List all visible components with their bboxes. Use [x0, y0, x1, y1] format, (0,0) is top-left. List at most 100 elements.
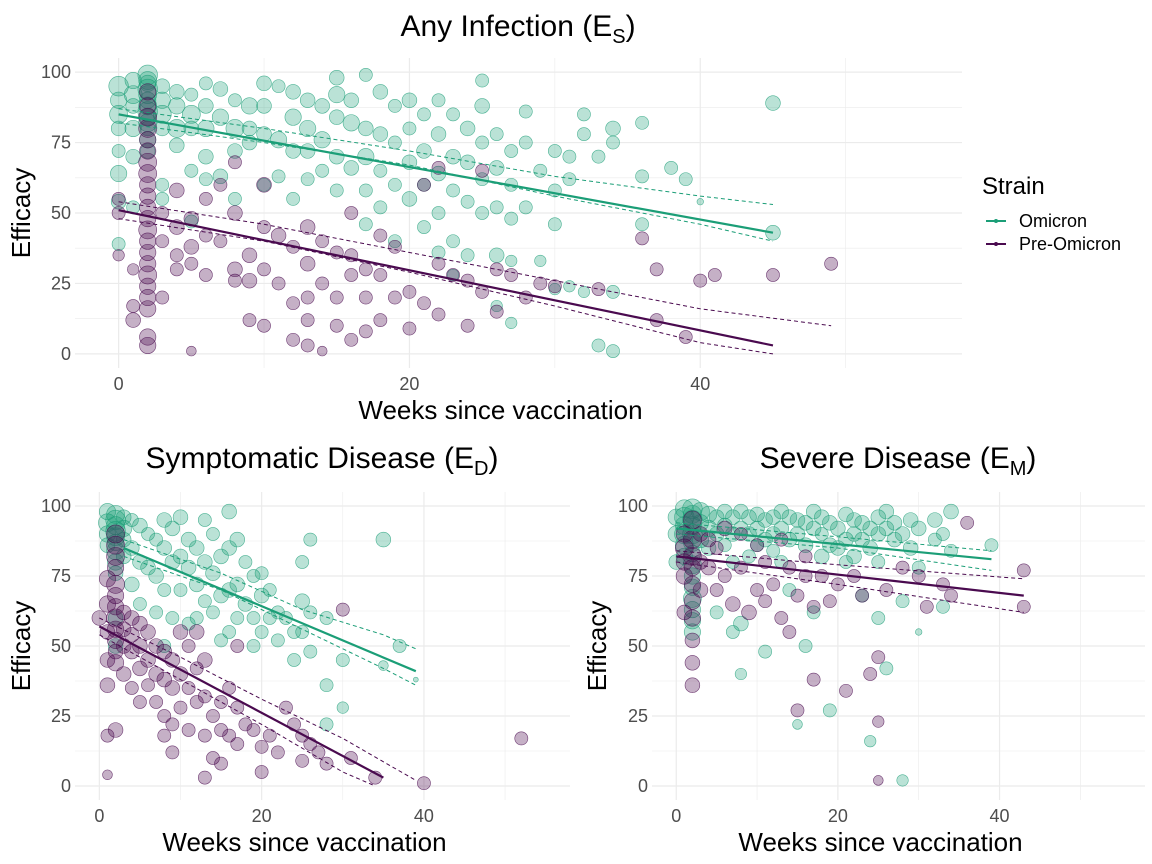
x-tick-label: 20 [399, 374, 419, 394]
point-omicron [254, 566, 269, 581]
point-pre-omicron [199, 192, 213, 206]
x-tick-label: 0 [94, 806, 104, 826]
point-omicron [300, 172, 315, 187]
point-omicron [733, 503, 749, 520]
point-pre-omicron [782, 625, 797, 639]
point-pre-omicron [417, 177, 431, 192]
point-omicron [197, 594, 212, 609]
y-tick-label: 75 [51, 566, 71, 586]
point-pre-omicron [156, 643, 172, 660]
point-omicron [402, 121, 417, 136]
point-omicron [789, 512, 806, 528]
point-omicron [372, 126, 389, 142]
panel-title-main: Severe Disease (E [760, 442, 1010, 475]
point-omicron [766, 543, 781, 558]
point-pre-omicron [124, 627, 140, 643]
point-omicron [895, 594, 910, 609]
x-tick-label: 0 [114, 374, 124, 394]
point-omicron [838, 506, 854, 523]
point-pre-omicron [102, 769, 113, 781]
panel-symptomatic-disease: 0 25 50 75 100 0 20 40 Symptomatic Disease (ED) W… [6, 442, 570, 857]
fit-line-omicron [676, 527, 992, 561]
point-omicron [416, 143, 432, 159]
point-pre-omicron [206, 751, 220, 765]
point-pre-omicron [335, 602, 350, 617]
point-pre-omicron [124, 610, 140, 626]
point-omicron [253, 587, 270, 604]
y-tick-label: 0 [61, 776, 71, 796]
point-pre-omicron [227, 205, 243, 221]
point-omicron [936, 599, 950, 614]
point-omicron [246, 639, 261, 653]
x-tick-label: 40 [690, 374, 710, 394]
point-omicron [902, 540, 919, 556]
point-omicron [189, 540, 205, 556]
point-pre-omicron [373, 228, 388, 243]
point-omicron [678, 172, 693, 187]
point-omicron [343, 160, 359, 176]
point-omicron [388, 135, 402, 150]
point-pre-omicron [725, 596, 741, 612]
point-pre-omicron [148, 638, 164, 654]
point-pre-omicron [311, 745, 326, 760]
point-omicron [211, 108, 229, 126]
point-omicron [797, 515, 814, 531]
point-pre-omicron [279, 700, 293, 715]
point-omicron [388, 99, 402, 113]
point-omicron [108, 76, 129, 97]
point-omicron [725, 509, 741, 525]
point-omicron [635, 115, 649, 130]
point-omicron [299, 92, 316, 108]
point-pre-omicron [693, 273, 708, 288]
point-pre-omicron [197, 652, 213, 668]
point-omicron [805, 503, 822, 520]
point-pre-omicron [213, 234, 228, 249]
point-pre-omicron [206, 709, 220, 723]
point-pre-omicron [329, 318, 344, 333]
point-omicron [417, 107, 431, 122]
point-omicron [757, 512, 773, 528]
point-omicron [781, 509, 798, 525]
point-pre-omicron [750, 583, 764, 597]
point-omicron [878, 503, 895, 520]
point-omicron [886, 515, 903, 531]
point-omicron [489, 247, 505, 263]
point-pre-omicron [489, 304, 504, 319]
point-omicron [173, 583, 188, 597]
point-pre-omicron [1016, 563, 1031, 578]
point-omicron [814, 548, 830, 565]
point-omicron [314, 98, 330, 114]
panel-title-main: Symptomatic Disease (E [146, 442, 474, 475]
x-tick-label: 0 [671, 806, 681, 826]
point-omicron [238, 555, 253, 569]
point-pre-omicron [417, 296, 431, 311]
point-pre-omicron [132, 660, 148, 677]
point-omicron [115, 519, 133, 537]
point-omicron [445, 148, 461, 165]
point-omicron [773, 503, 789, 520]
point-omicron [474, 98, 490, 114]
point-omicron [667, 508, 685, 526]
point-omicron [489, 127, 504, 141]
point-pre-omicron [230, 737, 245, 751]
point-omicron [184, 163, 199, 178]
point-omicron [206, 605, 220, 620]
point-pre-omicron [684, 632, 701, 649]
panel-any-infection: 0 25 50 75 100 0 20 40 Any Infection (ES) Weeks s… [6, 10, 962, 425]
point-omicron [313, 131, 331, 149]
point-pre-omicron [388, 239, 402, 254]
point-pre-omicron [649, 262, 664, 277]
point-pre-omicron [709, 583, 724, 597]
point-pre-omicron [100, 728, 115, 743]
point-pre-omicron [173, 700, 188, 715]
ci-upper-omicron [123, 539, 417, 650]
point-pre-omicron [214, 756, 228, 771]
point-pre-omicron [358, 262, 373, 277]
point-pre-omicron [460, 318, 475, 333]
point-pre-omicron [489, 262, 504, 277]
point-omicron [936, 527, 950, 541]
point-omicron [303, 644, 318, 659]
point-omicron [871, 611, 886, 625]
point-omicron [846, 512, 862, 528]
y-tick-label: 50 [628, 636, 648, 656]
